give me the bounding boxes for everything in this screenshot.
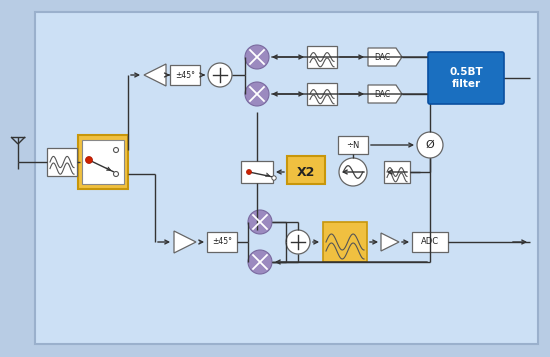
Circle shape	[248, 250, 272, 274]
FancyBboxPatch shape	[207, 232, 237, 252]
FancyBboxPatch shape	[78, 135, 128, 189]
FancyBboxPatch shape	[307, 46, 337, 68]
Circle shape	[272, 176, 276, 180]
FancyBboxPatch shape	[428, 52, 504, 104]
FancyBboxPatch shape	[35, 12, 538, 344]
Polygon shape	[381, 233, 399, 251]
Text: DAC: DAC	[374, 90, 390, 99]
Text: ADC: ADC	[421, 237, 439, 246]
Polygon shape	[368, 48, 402, 66]
Circle shape	[246, 170, 251, 175]
Circle shape	[208, 63, 232, 87]
Text: ±45°: ±45°	[175, 70, 195, 80]
Circle shape	[248, 210, 272, 234]
Text: 0.5BT
filter: 0.5BT filter	[449, 67, 483, 89]
Text: X2: X2	[297, 166, 315, 178]
FancyBboxPatch shape	[82, 140, 124, 184]
Circle shape	[245, 45, 269, 69]
Circle shape	[85, 156, 92, 164]
FancyBboxPatch shape	[338, 136, 368, 154]
Circle shape	[417, 132, 443, 158]
FancyBboxPatch shape	[47, 148, 77, 176]
Text: DAC: DAC	[374, 52, 390, 61]
FancyBboxPatch shape	[241, 161, 273, 183]
FancyBboxPatch shape	[170, 65, 200, 85]
Polygon shape	[144, 64, 166, 86]
Circle shape	[339, 158, 367, 186]
Circle shape	[113, 147, 118, 152]
FancyBboxPatch shape	[287, 156, 325, 184]
Text: ÷N: ÷N	[346, 141, 360, 150]
Text: ±45°: ±45°	[212, 237, 232, 246]
FancyBboxPatch shape	[384, 161, 410, 183]
Text: Ø: Ø	[426, 140, 434, 150]
FancyBboxPatch shape	[412, 232, 448, 252]
Polygon shape	[174, 231, 196, 253]
Circle shape	[286, 230, 310, 254]
FancyBboxPatch shape	[307, 83, 337, 105]
Circle shape	[245, 82, 269, 106]
Circle shape	[113, 171, 118, 176]
FancyBboxPatch shape	[323, 222, 367, 262]
Polygon shape	[368, 85, 402, 103]
